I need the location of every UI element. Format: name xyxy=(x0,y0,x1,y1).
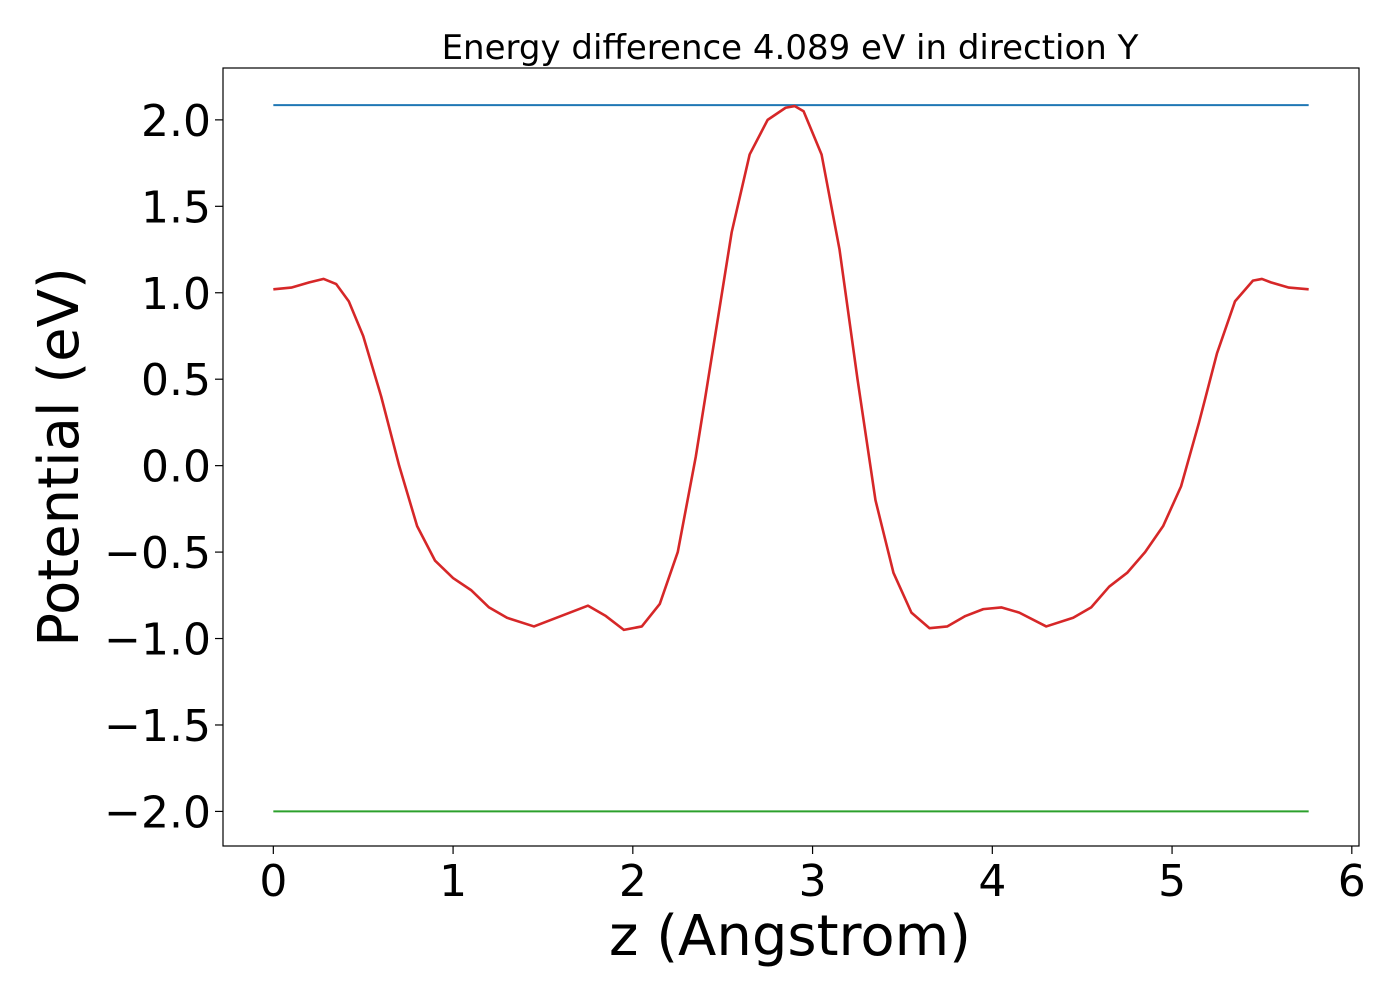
y-tick-label: −1.5 xyxy=(104,701,211,752)
y-tick-label: 0.0 xyxy=(141,442,211,493)
x-tick-label: 1 xyxy=(439,856,467,907)
x-axis-title: z (Angstrom) xyxy=(609,904,971,969)
chart-title: Energy difference 4.089 eV in direction … xyxy=(442,28,1139,68)
x-tick-label: 5 xyxy=(1158,856,1186,907)
y-tick-label: −0.5 xyxy=(104,528,211,579)
series-line-0 xyxy=(273,104,1309,632)
x-tick-label: 3 xyxy=(799,856,827,907)
y-tick-label: 1.5 xyxy=(141,182,211,233)
plot-area xyxy=(273,104,1309,813)
y-tick-label: −2.0 xyxy=(104,787,211,838)
y-axis-ticks: 2.0 1.5 1.0 0.5 0.0 −0.5 −1.0 −1.5 −2.0 xyxy=(104,96,223,838)
y-tick-label: 2.0 xyxy=(141,96,211,147)
x-tick-label: 2 xyxy=(619,856,647,907)
y-axis-title: Potential (eV) xyxy=(27,267,92,647)
x-axis-ticks: 0 1 2 3 4 5 6 xyxy=(259,846,1366,907)
y-tick-label: 0.5 xyxy=(141,355,211,406)
y-tick-label: 1.0 xyxy=(141,269,211,320)
plot-frame xyxy=(222,67,1360,847)
x-tick-label: 0 xyxy=(259,856,287,907)
y-tick-label: −1.0 xyxy=(104,615,211,666)
x-tick-label: 4 xyxy=(978,856,1006,907)
x-tick-label: 6 xyxy=(1338,856,1366,907)
